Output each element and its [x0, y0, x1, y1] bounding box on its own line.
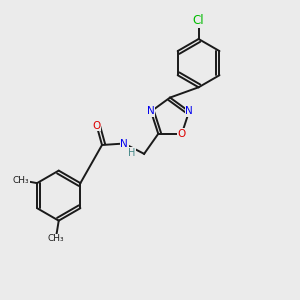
Text: O: O: [178, 129, 186, 139]
Text: N: N: [185, 106, 193, 116]
Text: O: O: [178, 129, 186, 139]
Text: CH₃: CH₃: [47, 234, 64, 243]
Text: N: N: [120, 139, 128, 148]
Text: H: H: [128, 148, 135, 158]
Text: Cl: Cl: [193, 14, 204, 27]
Text: O: O: [93, 121, 101, 131]
Text: N: N: [185, 106, 193, 116]
Text: N: N: [147, 106, 155, 116]
Text: CH₃: CH₃: [13, 176, 29, 185]
Text: O: O: [93, 121, 101, 131]
Text: N: N: [147, 106, 155, 116]
Text: Cl: Cl: [193, 14, 204, 27]
